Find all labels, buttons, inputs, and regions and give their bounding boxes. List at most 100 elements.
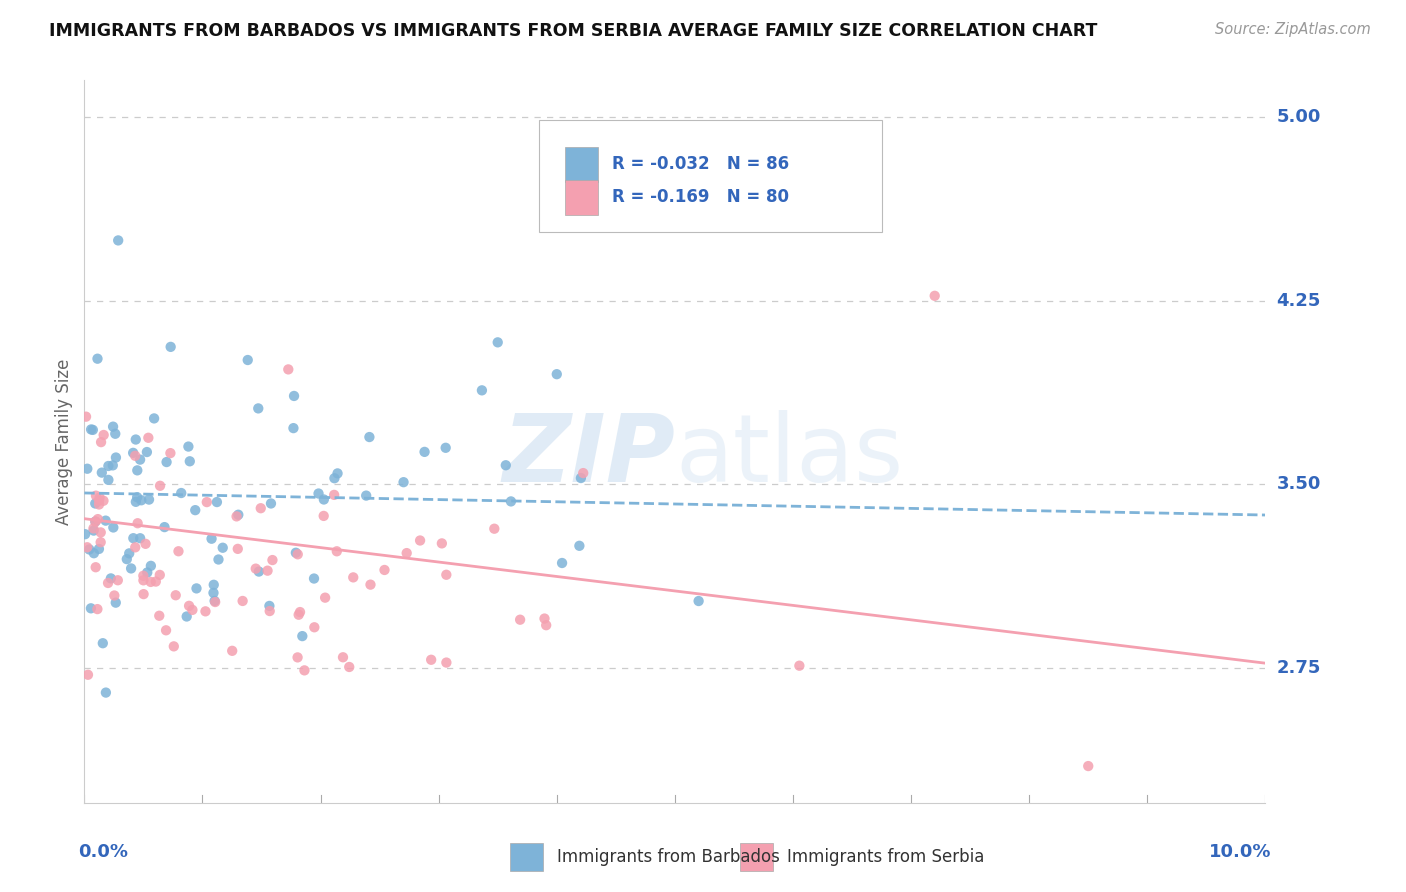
Point [420,653,443,667]
Point [97,458,120,473]
Text: R = -0.032   N = 86: R = -0.032 N = 86 [612,155,789,173]
Point [120,561,142,575]
Point [129,531,152,545]
Point [304,620,326,634]
Point [76,461,98,475]
Point [159,446,181,460]
Point [132,587,155,601]
Point [167,544,190,558]
Point [90,525,112,540]
Point [236,353,259,368]
Point [392,475,415,490]
Point [107,234,129,248]
Point [568,539,591,553]
Point [194,604,217,618]
Point [103,520,125,534]
Point [283,389,305,403]
Point [186,582,208,596]
Point [256,564,278,578]
Point [302,572,325,586]
Point [75,527,97,541]
Point [124,541,146,555]
Text: IMMIGRANTS FROM BARBADOS VS IMMIGRANTS FROM SERBIA AVERAGE FAMILY SIZE CORRELATI: IMMIGRANTS FROM BARBADOS VS IMMIGRANTS F… [49,22,1098,40]
Point [94,514,117,528]
Point [131,493,153,508]
Point [84,489,107,503]
Point [205,495,228,509]
Point [202,586,225,600]
Point [149,568,172,582]
Point [1077,759,1099,773]
Point [326,467,349,481]
Point [93,428,115,442]
Point [138,492,160,507]
Point [202,578,225,592]
Point [104,596,127,610]
Point [495,458,517,473]
Text: 5.00: 5.00 [1277,108,1320,126]
Point [326,544,349,558]
Point [153,520,176,534]
Point [91,636,114,650]
Point [118,546,141,560]
Point [484,522,506,536]
Point [260,496,283,510]
Point [83,546,105,560]
Point [551,556,574,570]
Point [291,629,314,643]
Point [87,512,110,526]
Point [101,419,124,434]
Point [86,351,108,366]
Point [127,490,149,504]
Point [143,411,166,425]
Point [87,498,110,512]
Text: 10.0%: 10.0% [1209,843,1271,861]
Point [294,664,316,678]
Point [90,535,112,549]
Bar [565,180,598,215]
Point [148,608,170,623]
Point [104,426,127,441]
Point [76,541,98,555]
Point [82,423,104,437]
Point [139,574,162,589]
Point [337,660,360,674]
Point [284,546,307,560]
Point [179,454,201,468]
Text: 4.25: 4.25 [1277,292,1320,310]
Point [82,521,104,535]
Point [84,560,107,574]
Point [93,493,115,508]
Point [132,568,155,582]
Point [323,471,346,485]
Point [247,401,270,416]
FancyBboxPatch shape [538,120,882,232]
Point [90,466,112,480]
Point [159,340,181,354]
Point [323,488,346,502]
Point [77,667,100,681]
Point [314,591,336,605]
Point [308,486,330,500]
Point [430,536,453,550]
Point [789,658,811,673]
Point [572,466,595,480]
Point [135,445,157,459]
Text: 2.75: 2.75 [1277,659,1320,677]
Point [259,604,281,618]
Point [533,611,555,625]
Point [312,492,335,507]
Point [247,565,270,579]
Point [125,495,148,509]
Point [84,496,107,510]
Bar [509,843,543,871]
Point [94,685,117,699]
Point [225,509,247,524]
Point [195,495,218,509]
Point [287,547,309,561]
Point [924,289,946,303]
Point [259,599,281,613]
Point [373,563,395,577]
Point [181,603,204,617]
Point [226,541,249,556]
